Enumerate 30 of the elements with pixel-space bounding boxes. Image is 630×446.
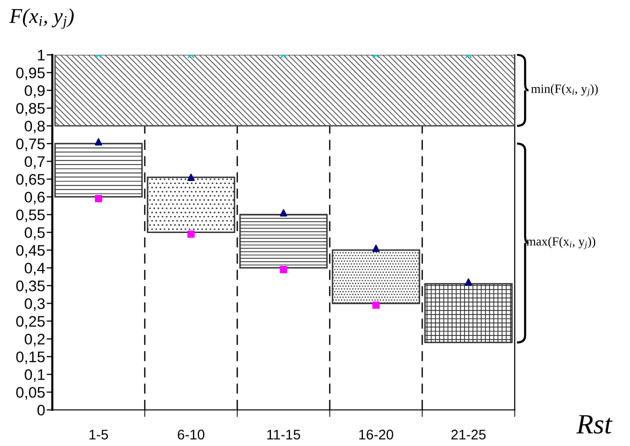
y-tick-label: 0,1 xyxy=(24,369,45,382)
y-axis-title: F(x$_{i}$, y$_{j}$) xyxy=(9,8,74,29)
y-tick-label: 0,95 xyxy=(16,67,45,80)
y-tick-label: 0,05 xyxy=(16,386,45,400)
y-tick-label: 1 xyxy=(38,50,45,60)
y-tick-label: 0,9 xyxy=(24,85,45,98)
y-tick-label: 0,2 xyxy=(24,334,45,346)
y-tick-label: 0,25 xyxy=(16,316,45,329)
y-tick-label: 0,85 xyxy=(16,102,45,116)
y-tick-label: 0,7 xyxy=(24,156,45,169)
y-tick-label: 0,45 xyxy=(16,244,45,258)
x-axis-title: Rst xyxy=(576,415,612,434)
y-tick-label: 0,8 xyxy=(24,120,45,134)
band-label: min(F(x$_{i}$, y$_{j}$)) xyxy=(531,84,598,96)
x-tick-label: 21-25 xyxy=(451,430,486,440)
y-tick-label: 0,6 xyxy=(24,192,45,204)
x-tick-label: 1-5 xyxy=(90,430,108,440)
y-tick-label: 0,3 xyxy=(24,298,45,311)
x-tick-label: 11-15 xyxy=(267,430,300,440)
y-tick-label: 0 xyxy=(37,404,45,416)
y-tick-label: 0,4 xyxy=(24,262,45,276)
y-tick-label: 0,15 xyxy=(16,351,45,364)
x-tick-label: 6-10 xyxy=(178,430,204,440)
y-tick-label: 0,55 xyxy=(16,209,45,222)
y-tick-label: 0,5 xyxy=(24,227,45,240)
y-tick-label: 0,35 xyxy=(16,280,45,294)
y-tick-label: 0,65 xyxy=(16,174,45,187)
text: max(F(x$_{i}$, y$_{j}$)) xyxy=(526,236,596,250)
y-tick-label: 0,75 xyxy=(16,138,45,152)
x-tick-label: 16-20 xyxy=(359,430,394,440)
